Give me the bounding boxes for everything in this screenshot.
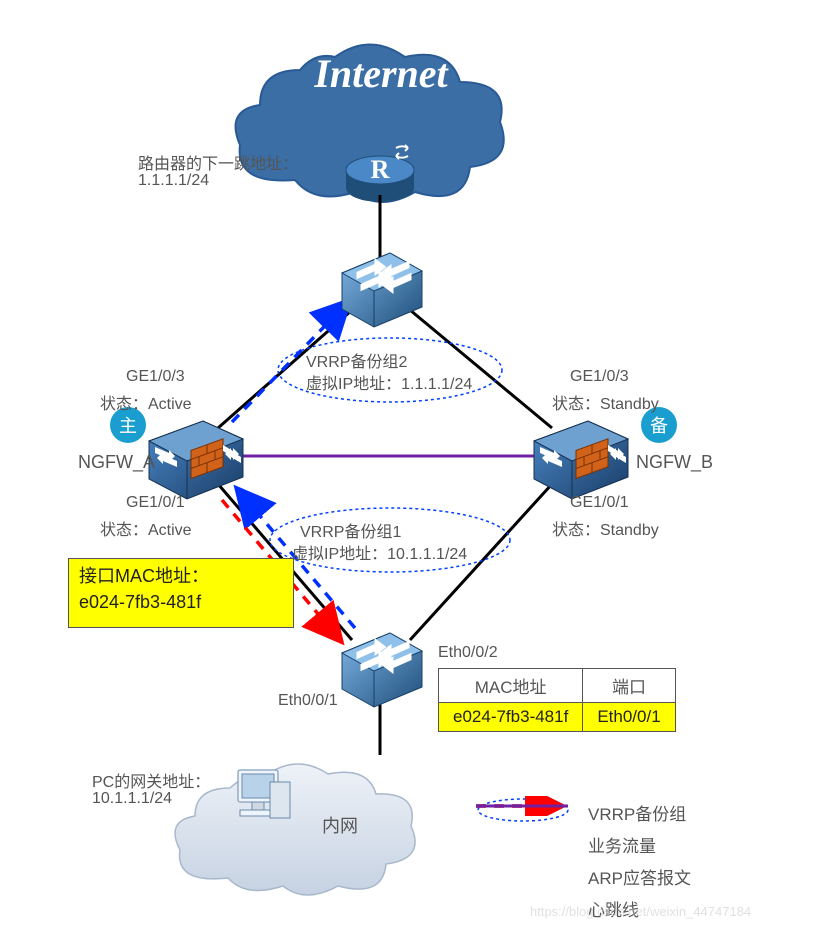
lan-cloud: [175, 764, 415, 895]
firewall-a-icon: [149, 421, 243, 499]
switch-bottom-icon: [342, 633, 422, 707]
ge101-b: GE1/0/1: [570, 494, 629, 512]
pc-gw-label: PC的网关地址：: [92, 768, 210, 792]
legend-row-arp: ARP应答报文: [468, 860, 691, 892]
internet-label: Internet: [286, 50, 476, 97]
eth002-label: Eth0/0/2: [438, 644, 498, 662]
svg-text:主: 主: [119, 416, 137, 436]
mac-table-header-port: 端口: [583, 669, 675, 703]
vrrp2-line1: VRRP备份组2: [306, 348, 407, 372]
ngfw-b-label: NGFW_B: [636, 452, 713, 473]
mac-table: MAC地址 端口 e024-7fb3-481f Eth0/0/1: [438, 668, 676, 732]
legend-vrrp-text: VRRP备份组: [588, 800, 686, 825]
lan-label: 内网: [322, 812, 358, 838]
ge103-b: GE1/0/3: [570, 368, 629, 386]
status-standby-top: 状态：Standby: [552, 390, 659, 414]
switch-top-icon: [342, 253, 422, 327]
svg-text:备: 备: [650, 416, 668, 436]
ge101-a: GE1/0/1: [126, 494, 185, 512]
vrrp1-line1: VRRP备份组1: [300, 518, 401, 542]
status-standby-bottom: 状态：Standby: [552, 516, 659, 540]
pc-gw-value: 10.1.1.1/24: [92, 790, 172, 808]
router-nexthop-label: 路由器的下一跳地址：: [138, 150, 298, 174]
mac-table-mac-value: e024-7fb3-481f: [439, 703, 583, 732]
svg-text:R: R: [371, 155, 390, 184]
legend-row-biz: 业务流量: [468, 828, 691, 860]
interface-mac-box: 接口MAC地址： e024-7fb3-481f: [68, 558, 294, 628]
interface-mac-value: e024-7fb3-481f: [79, 589, 283, 615]
eth001-label: Eth0/0/1: [278, 692, 338, 710]
legend-arp-text: ARP应答报文: [588, 864, 691, 889]
mac-table-port-value: Eth0/0/1: [583, 703, 675, 732]
legend-biz-text: 业务流量: [588, 832, 656, 857]
status-active-top: 状态：Active: [100, 390, 192, 414]
vrrp1-line2: 虚拟IP地址：10.1.1.1/24: [292, 540, 467, 564]
watermark: https://blog.csdn.net/weixin_44747184: [530, 904, 751, 919]
vrrp2-line2: 虚拟IP地址：1.1.1.1/24: [306, 370, 472, 394]
interface-mac-label: 接口MAC地址：: [79, 563, 283, 589]
router-nexthop-value: 1.1.1.1/24: [138, 172, 209, 190]
mac-table-header-mac: MAC地址: [439, 669, 583, 703]
status-active-bottom: 状态：Active: [100, 516, 192, 540]
ngfw-a-label: NGFW_A: [78, 452, 155, 473]
ge103-a: GE1/0/3: [126, 368, 185, 386]
